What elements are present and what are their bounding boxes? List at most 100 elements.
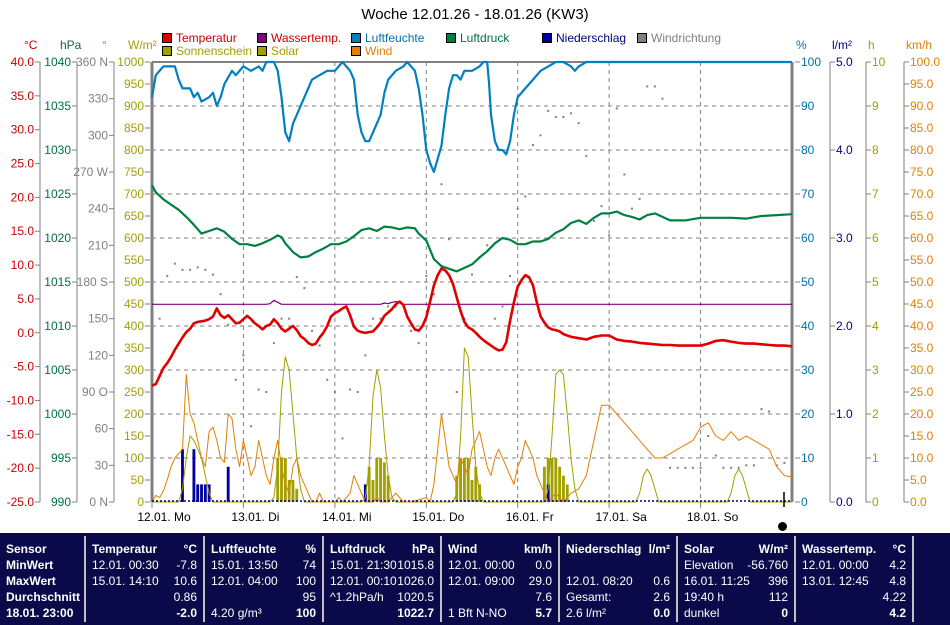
- bar-sonnenschein: [474, 466, 478, 502]
- axis-tick-label: 10.0: [910, 451, 934, 465]
- wind-direction-dot: [691, 466, 694, 469]
- wind-direction-dot: [646, 85, 649, 88]
- axis-tick-label: 70: [801, 187, 815, 201]
- axis-tick-label: 10: [801, 451, 815, 465]
- stats-col-luftdruck: Luftdruck hPa 15.01. 21:30 1015.8 12.01. 00:…: [324, 536, 442, 622]
- axis-tick-label: 150: [88, 312, 108, 326]
- bar-niederschlag: [196, 484, 200, 502]
- axis-tick-label: -5.0: [13, 360, 34, 374]
- axis-tick-label: 30: [801, 363, 815, 377]
- wind-direction-dot: [280, 317, 283, 320]
- bar-sonnenschein: [375, 458, 379, 502]
- wind-direction-dot: [653, 85, 656, 88]
- axis-tick-label: 950: [124, 77, 144, 91]
- wind-direction-dot: [486, 244, 489, 247]
- stats-col-sensor: Sensor MinWert MaxWert Durchschnitt 18.0…: [0, 536, 86, 622]
- wind-direction-dot: [250, 425, 253, 428]
- axis-tick-label: 35.0: [910, 341, 934, 355]
- axis-tick-label: 1000: [44, 407, 71, 421]
- wind-direction-dot: [775, 464, 778, 467]
- wind-direction-dot: [394, 305, 397, 308]
- stats-wind-value: 29.0: [528, 574, 552, 588]
- stats-temperatur-label: 12.01. 00:30: [92, 558, 159, 572]
- wind-direction-dot: [570, 112, 573, 115]
- wind-direction-dot: [318, 344, 321, 347]
- axis-tick-label: 90 O: [82, 385, 108, 399]
- axis-tick-label: 20.0: [910, 407, 934, 421]
- axis-tick-label: 360 N: [76, 55, 108, 69]
- wind-direction-dot: [600, 205, 603, 208]
- legend-swatch-icon: [351, 46, 361, 56]
- stats-niederschlag-label: Gesamt:: [566, 590, 612, 604]
- series-wassertemp: [152, 299, 792, 305]
- axis-tick-label: 0.0: [836, 495, 853, 509]
- legend-swatch-icon: [162, 46, 172, 56]
- wind-direction-dot: [265, 391, 268, 393]
- axis-tick-label: 5.0: [17, 292, 34, 306]
- wind-direction-dot: [257, 388, 260, 391]
- axis-tick-label: 40: [801, 319, 815, 333]
- axis-tick-label: 1035: [44, 99, 71, 113]
- wind-direction-dot: [577, 122, 580, 125]
- legend-item: Luftfeuchte: [351, 31, 424, 45]
- stats-wassertemp-value: 4.22: [882, 590, 906, 604]
- axis-tick-label: 180 S: [77, 275, 108, 289]
- stats-luftdruck-label: ^1.2hPa/h: [330, 590, 384, 604]
- wind-direction-dot: [684, 466, 687, 469]
- legend-item: Sonnenschein: [162, 44, 252, 58]
- axis-tick-label: 100.0: [910, 55, 940, 69]
- stats-solar-title: Solar: [684, 542, 715, 556]
- legend-swatch-icon: [257, 46, 267, 56]
- stats-niederschlag-label: 12.01. 08:20: [566, 574, 633, 588]
- axis-tick-label: 1020: [44, 231, 71, 245]
- wind-direction-dot: [173, 262, 176, 265]
- series-luftfeuchte: [150, 60, 792, 174]
- stats-solar-value: 0: [781, 606, 788, 620]
- axis-tick-label: 65.0: [910, 209, 934, 223]
- axis-tick-label: -20.0: [7, 461, 35, 475]
- axis-tick-label: 50: [131, 473, 145, 487]
- stats-luftdruck-value: 1022.7: [397, 606, 434, 620]
- axis-tick-label: 80: [801, 143, 815, 157]
- wind-direction-dot: [204, 268, 207, 271]
- stats-luftfeuchte-label: 15.01. 13:50: [211, 558, 278, 572]
- wind-direction-dot: [471, 273, 473, 276]
- stats-solar-value: 396: [767, 574, 788, 588]
- stats-luftfeuchte-label: 12.01. 04:00: [211, 574, 278, 588]
- stats-luftfeuchte-unit: %: [305, 542, 316, 556]
- axis-tick-label: 500: [124, 275, 144, 289]
- axis-tick-label: -25.0: [7, 495, 35, 509]
- legend-item: Niederschlag: [542, 31, 626, 45]
- wind-direction-dot: [311, 329, 313, 332]
- wind-direction-dot: [714, 454, 717, 457]
- axis-tick-label: 20: [801, 407, 815, 421]
- axis-tick-label: 25.0: [910, 385, 934, 399]
- series-solar: [152, 347, 792, 503]
- x-tick-label: 13.01. Di: [231, 510, 279, 524]
- stats-solar-label: dunkel: [684, 606, 720, 620]
- axis-tick-label: 240: [88, 202, 108, 216]
- stats-col-solar: Solar W/m² Elevation -56.760 16.01. 11:25 396…: [678, 536, 796, 622]
- wind-direction-dot: [608, 234, 611, 237]
- cursor-dot-icon[interactable]: [778, 522, 787, 531]
- axis-tick-label: 0: [801, 495, 808, 509]
- wind-direction-dot: [196, 266, 199, 269]
- axis-tick-label: 8: [872, 143, 879, 157]
- axis-tick-label: 55.0: [910, 253, 934, 267]
- wind-direction-dot: [425, 274, 428, 277]
- wind-direction-dot: [745, 464, 748, 467]
- wind-direction-dot: [638, 197, 641, 200]
- wind-direction-dot: [417, 342, 420, 345]
- x-tick-label: 15.01. Do: [412, 510, 464, 524]
- stats-niederschlag-unit: l/m²: [648, 542, 670, 556]
- legend-label: Solar: [271, 44, 300, 58]
- stats-niederschlag-value: 0.0: [653, 606, 670, 620]
- stats-wassertemp-label: 12.01. 00:00: [802, 558, 869, 572]
- bar-sonnenschein: [546, 458, 550, 502]
- axis-tick-label: 0.0: [910, 495, 927, 509]
- stats-panel: Sensor MinWert MaxWert Durchschnitt 18.0…: [0, 533, 950, 625]
- wind-direction-dot: [189, 268, 192, 271]
- axis-tick-label: 95.0: [910, 77, 934, 91]
- axis-tick-label: 990: [51, 495, 71, 509]
- stats-temperatur-value: 0.86: [173, 590, 197, 604]
